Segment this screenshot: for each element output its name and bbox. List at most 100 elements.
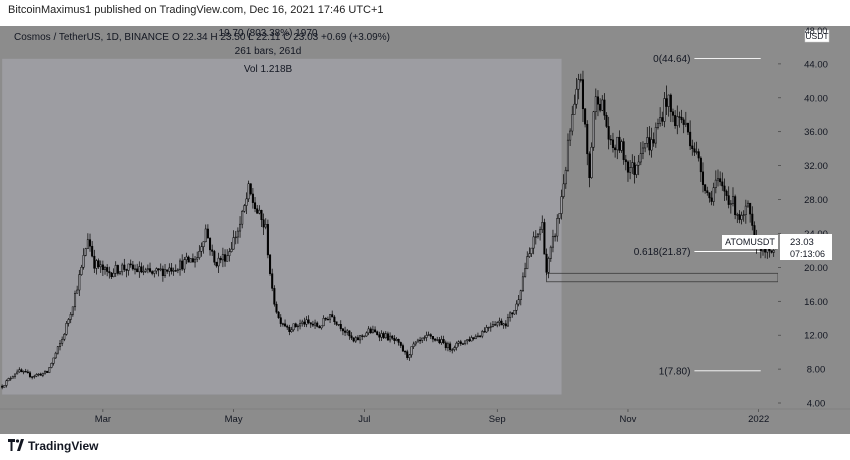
candle-body — [742, 214, 745, 216]
candle-body — [144, 269, 147, 272]
candle-body — [346, 330, 349, 333]
chart-svg[interactable]: 0(44.64) 0.618(21.87) 1(7.80) 4.00 8.00 12.0… — [0, 26, 850, 434]
candle-body — [586, 123, 589, 155]
candle-body — [39, 373, 42, 376]
candle-body — [234, 236, 237, 239]
candle-body — [239, 223, 242, 232]
fib-label-1: 0.618(21.87) — [634, 247, 691, 258]
candle-body — [179, 260, 182, 271]
candle-body — [489, 326, 492, 328]
candle-body — [594, 96, 597, 113]
price-tag-value: 23.03 — [790, 237, 814, 248]
tradingview-brand[interactable]: TradingView — [8, 438, 98, 454]
candle-body — [108, 271, 111, 274]
candle-body — [13, 373, 17, 377]
candle-body — [103, 267, 107, 270]
candle-body — [71, 306, 74, 315]
candle-body — [740, 215, 743, 220]
candle-body — [159, 268, 162, 271]
fib-label-0: 0(44.64) — [653, 54, 690, 65]
candle-body — [290, 329, 293, 332]
price-tick-label: 36.00 — [804, 127, 828, 138]
candle-body — [99, 264, 102, 268]
candle-body — [395, 339, 398, 341]
candle-body — [67, 319, 70, 324]
candle-body — [476, 335, 479, 337]
candle-body — [500, 320, 503, 326]
candle-body — [213, 251, 216, 263]
candle-body — [305, 319, 308, 325]
candle-body — [273, 288, 276, 305]
candle-body — [56, 346, 59, 354]
price-tag-symbol-box — [722, 235, 778, 249]
candle-body — [275, 303, 278, 313]
candle-body — [110, 272, 113, 278]
candle-body — [464, 340, 467, 345]
publish-caption: BitcoinMaximus1 published on TradingView… — [8, 4, 384, 16]
candle-body — [723, 185, 726, 192]
candle-body — [530, 247, 533, 254]
candle-body — [333, 316, 336, 322]
candle-body — [264, 224, 267, 228]
candle-body — [131, 264, 134, 270]
candle-body — [669, 94, 672, 112]
price-tag[interactable]: ATOMUSDT 23.03 07:13:06 — [722, 234, 832, 260]
candle-body — [453, 347, 456, 350]
chart-area[interactable]: 0(44.64) 0.618(21.87) 1(7.80) 4.00 8.00 12.0… — [0, 26, 850, 434]
candle-body — [671, 111, 675, 116]
candle-body — [54, 352, 57, 359]
candle-body — [605, 115, 608, 127]
candle-body — [676, 116, 679, 127]
legend: Cosmos / TetherUS, 1D, BINANCE O 22.34 H… — [14, 28, 390, 75]
candle-body — [354, 337, 357, 342]
candle-body — [22, 371, 25, 373]
candle-body — [498, 320, 501, 323]
candle-body — [279, 317, 282, 324]
candle-body — [556, 218, 559, 237]
candle-body — [609, 139, 612, 141]
candle-body — [138, 266, 141, 273]
time-tick-label: Jul — [358, 414, 370, 425]
candle-body — [129, 263, 132, 266]
candle-body — [536, 233, 539, 237]
candle-body — [266, 224, 269, 256]
candle-body — [161, 268, 164, 276]
candle-body — [211, 249, 214, 252]
range-stats-label: 19.70 (803.38%) 1970 — [219, 28, 318, 39]
candle-body — [365, 332, 368, 337]
candle-body — [746, 202, 750, 207]
candle-body — [633, 162, 636, 175]
time-axis-ticks: Mar May Jul Sep Nov 2022 — [95, 409, 769, 425]
candle-body — [91, 245, 94, 257]
candle-body — [629, 167, 632, 173]
candle-body — [631, 162, 634, 168]
candle-body — [337, 324, 340, 326]
fibonacci-levels[interactable]: 0(44.64) 0.618(21.87) 1(7.80) — [634, 54, 761, 377]
candle-body — [547, 258, 550, 273]
candle-body — [419, 339, 422, 342]
candle-body — [727, 195, 730, 205]
candle-body — [511, 312, 514, 315]
candle-body — [558, 213, 561, 219]
candle-body — [470, 337, 473, 342]
candle-body — [299, 323, 302, 327]
candle-body — [200, 246, 203, 252]
candle-body — [532, 236, 535, 249]
candle-body — [528, 253, 531, 257]
candle-body — [307, 319, 310, 323]
candle-body — [513, 309, 516, 315]
currency-badge[interactable]: USDT — [804, 29, 830, 43]
candle-body — [635, 164, 638, 175]
range-bars-label: 261 bars, 261d — [235, 46, 302, 57]
candle-body — [11, 376, 14, 379]
candle-body — [697, 151, 700, 159]
candle-body — [187, 256, 190, 263]
price-axis[interactable] — [778, 26, 850, 434]
candle-body — [389, 335, 392, 341]
candle-body — [656, 123, 659, 128]
candle-body — [554, 235, 557, 238]
candle-body — [506, 317, 509, 327]
top-price-tick: 48.00 — [805, 26, 828, 36]
candle-body — [226, 255, 229, 262]
candle-body — [491, 324, 494, 327]
